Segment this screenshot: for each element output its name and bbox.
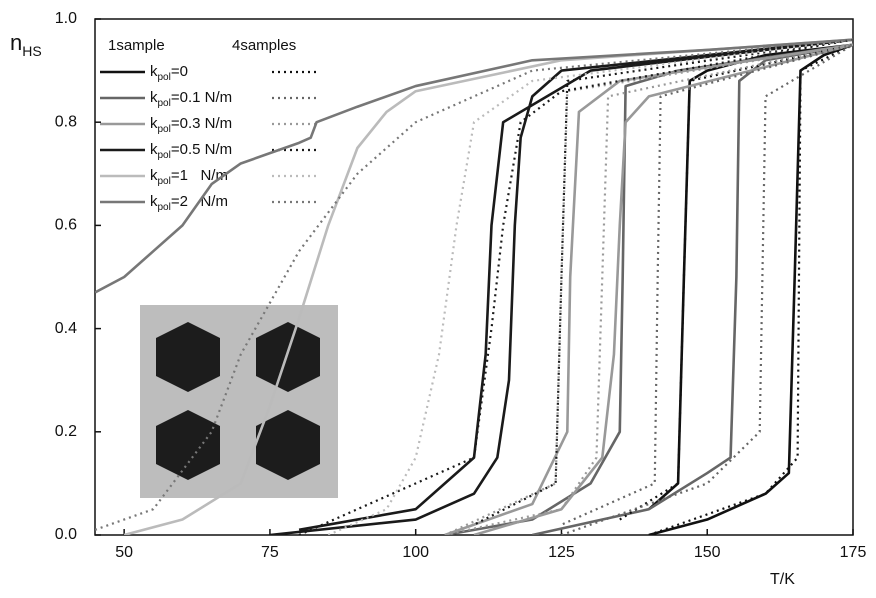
inset: [140, 305, 338, 498]
legend-label: kpol=0.3 N/m: [150, 115, 232, 135]
legend-label-sub: pol: [158, 98, 171, 109]
data-line: [444, 43, 853, 535]
legend-label-sub: pol: [158, 176, 171, 187]
y-tick-label: 1.0: [55, 10, 77, 27]
legend-label-sub: pol: [158, 72, 171, 83]
data-line: [327, 38, 853, 535]
legend-label-sub: pol: [158, 150, 171, 161]
legend-label-main: k: [150, 141, 158, 158]
x-tick-label: 150: [694, 544, 721, 561]
y-tick-label: 0.2: [55, 423, 77, 440]
legend-label-main: k: [150, 89, 158, 106]
data-line: [95, 38, 853, 531]
legend-label-main: k: [150, 167, 158, 184]
data-line: [619, 43, 853, 535]
y-tick-label: 0.4: [55, 320, 77, 337]
x-tick-label: 125: [548, 544, 575, 561]
legend-label-rest: =0.5 N/m: [171, 141, 232, 158]
legend-label-sub: pol: [158, 202, 171, 213]
legend-label-rest: =0.3 N/m: [171, 115, 232, 132]
legend-label-sub: pol: [158, 124, 171, 135]
legend-label-rest: =1 N/m: [171, 167, 228, 184]
legend-label-rest: =0: [171, 63, 188, 80]
x-tick-label: 50: [115, 544, 133, 561]
legend-label: kpol=1 N/m: [150, 167, 228, 187]
legend-label: kpol=2 N/m: [150, 193, 228, 213]
data-line: [444, 43, 853, 535]
x-axis-label: T/K: [770, 571, 795, 588]
data-line: [95, 38, 853, 294]
x-tick-label: 175: [840, 544, 867, 561]
legend-header: 4samples: [232, 37, 296, 54]
legend-label-main: k: [150, 115, 158, 132]
legend-label: kpol=0: [150, 63, 188, 83]
data-line: [561, 43, 853, 535]
y-axis-label: nHS: [10, 30, 42, 59]
legend-label-rest: =0.1 N/m: [171, 89, 232, 106]
legend-header: 1sample: [108, 37, 165, 54]
data-line: [269, 38, 853, 535]
data-line: [444, 43, 853, 535]
y-axis-label-sub: HS: [22, 43, 41, 59]
data-line: [123, 38, 853, 535]
legend-label: kpol=0.1 N/m: [150, 89, 232, 109]
legend-label-main: k: [150, 193, 158, 210]
x-tick-label: 100: [402, 544, 429, 561]
legend-label-main: k: [150, 63, 158, 80]
x-tick-label: 75: [261, 544, 279, 561]
y-tick-label: 0.6: [55, 217, 77, 234]
data-line: [298, 38, 853, 535]
y-tick-label: 0.8: [55, 113, 77, 130]
y-axis-label-main: n: [10, 30, 22, 55]
y-tick-label: 0.0: [55, 526, 77, 543]
legend-label: kpol=0.5 N/m: [150, 141, 232, 161]
